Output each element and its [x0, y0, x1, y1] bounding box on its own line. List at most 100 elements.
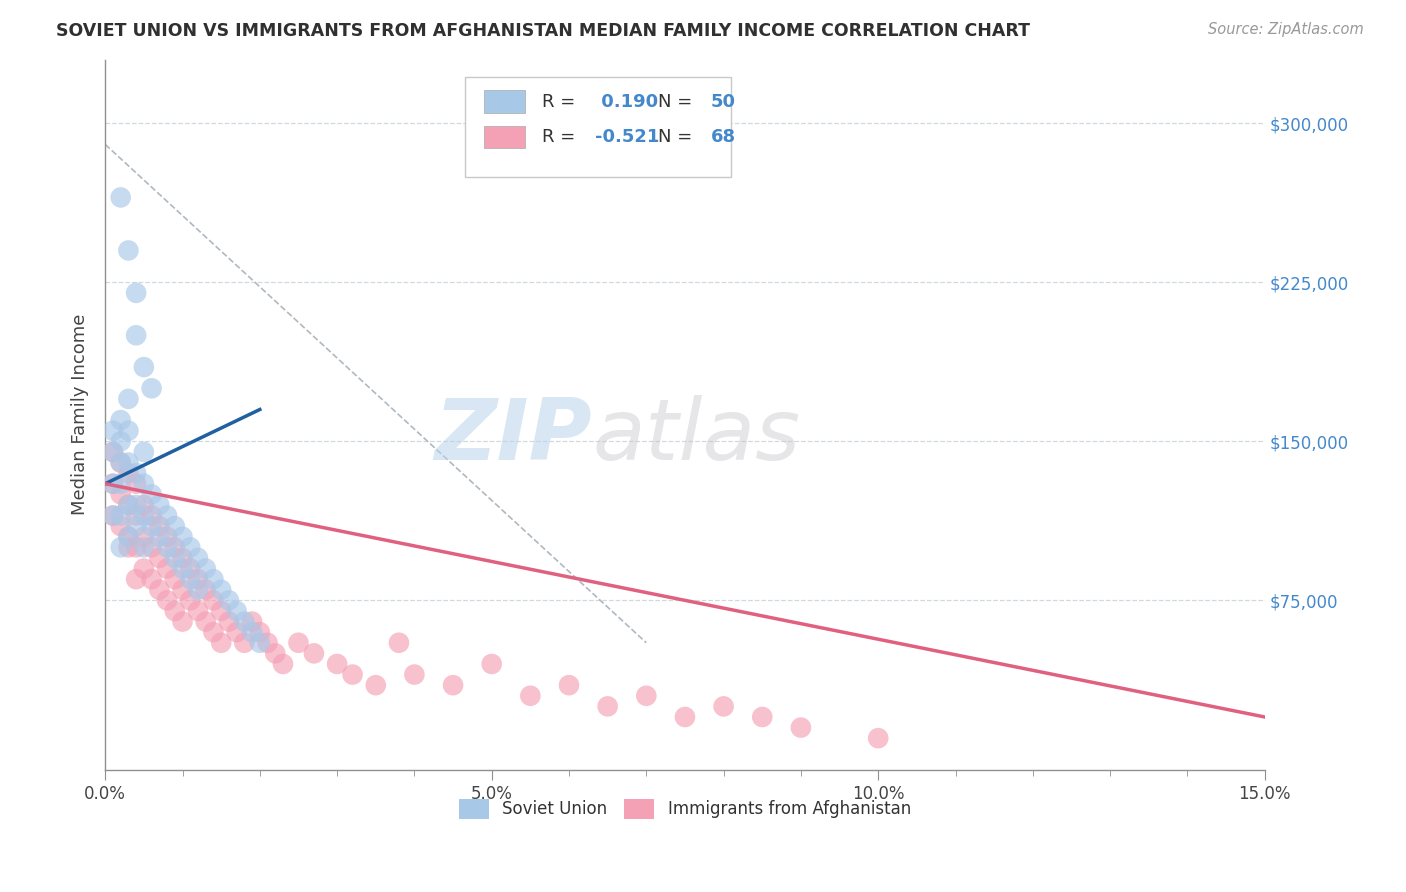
- Point: [141, 519, 163, 533]
- Point: [713, 699, 735, 714]
- Point: [202, 593, 225, 607]
- Point: [172, 530, 194, 544]
- Point: [179, 541, 201, 555]
- Legend: Soviet Union, Immigrants from Afghanistan: Soviet Union, Immigrants from Afghanista…: [453, 792, 918, 826]
- Point: [110, 487, 132, 501]
- Point: [110, 190, 132, 204]
- Point: [636, 689, 658, 703]
- Point: [117, 466, 139, 480]
- Point: [125, 498, 148, 512]
- Text: Source: ZipAtlas.com: Source: ZipAtlas.com: [1208, 22, 1364, 37]
- Point: [194, 561, 217, 575]
- Point: [141, 541, 163, 555]
- Point: [240, 625, 263, 640]
- Point: [163, 572, 186, 586]
- Point: [187, 572, 209, 586]
- Text: N =: N =: [658, 128, 699, 146]
- Point: [364, 678, 387, 692]
- Point: [271, 657, 294, 671]
- Point: [101, 445, 124, 459]
- Point: [110, 541, 132, 555]
- Point: [148, 582, 170, 597]
- Point: [163, 541, 186, 555]
- Text: ZIP: ZIP: [434, 394, 592, 477]
- Point: [110, 434, 132, 449]
- Point: [202, 572, 225, 586]
- Point: [101, 508, 124, 523]
- Point: [256, 636, 278, 650]
- Point: [125, 466, 148, 480]
- Point: [101, 508, 124, 523]
- Point: [596, 699, 619, 714]
- Point: [287, 636, 309, 650]
- Point: [125, 328, 148, 343]
- Point: [156, 561, 179, 575]
- Point: [117, 530, 139, 544]
- Text: atlas: atlas: [592, 394, 800, 477]
- Point: [249, 636, 271, 650]
- Point: [141, 508, 163, 523]
- Point: [110, 456, 132, 470]
- Point: [249, 625, 271, 640]
- Point: [148, 498, 170, 512]
- Point: [125, 519, 148, 533]
- Point: [141, 572, 163, 586]
- Point: [101, 424, 124, 438]
- Point: [388, 636, 411, 650]
- Point: [264, 646, 287, 660]
- Point: [132, 360, 155, 375]
- Point: [187, 582, 209, 597]
- Point: [132, 541, 155, 555]
- Point: [101, 476, 124, 491]
- Point: [172, 561, 194, 575]
- Point: [148, 550, 170, 565]
- Point: [790, 721, 813, 735]
- Point: [673, 710, 696, 724]
- Point: [117, 530, 139, 544]
- Point: [163, 604, 186, 618]
- Text: 68: 68: [710, 128, 735, 146]
- Y-axis label: Median Family Income: Median Family Income: [72, 314, 89, 516]
- Point: [132, 476, 155, 491]
- Point: [148, 519, 170, 533]
- Point: [156, 530, 179, 544]
- Point: [172, 550, 194, 565]
- Point: [209, 636, 232, 650]
- Point: [233, 615, 256, 629]
- Point: [233, 636, 256, 650]
- Point: [110, 519, 132, 533]
- Point: [194, 582, 217, 597]
- Point: [117, 498, 139, 512]
- Point: [179, 572, 201, 586]
- Point: [240, 615, 263, 629]
- Point: [117, 498, 139, 512]
- Point: [209, 582, 232, 597]
- Text: N =: N =: [658, 93, 699, 111]
- Point: [868, 731, 890, 746]
- Point: [110, 476, 132, 491]
- Point: [110, 508, 132, 523]
- Point: [141, 487, 163, 501]
- Text: SOVIET UNION VS IMMIGRANTS FROM AFGHANISTAN MEDIAN FAMILY INCOME CORRELATION CHA: SOVIET UNION VS IMMIGRANTS FROM AFGHANIS…: [56, 22, 1031, 40]
- Point: [187, 604, 209, 618]
- Point: [117, 424, 139, 438]
- Point: [132, 508, 155, 523]
- Point: [110, 456, 132, 470]
- Point: [125, 285, 148, 300]
- Point: [117, 456, 139, 470]
- Point: [110, 413, 132, 427]
- Point: [156, 541, 179, 555]
- Point: [179, 593, 201, 607]
- Point: [156, 508, 179, 523]
- Point: [148, 530, 170, 544]
- FancyBboxPatch shape: [485, 90, 524, 113]
- Point: [132, 561, 155, 575]
- Point: [202, 625, 225, 640]
- Point: [187, 550, 209, 565]
- Point: [225, 604, 247, 618]
- Point: [101, 476, 124, 491]
- FancyBboxPatch shape: [485, 126, 524, 148]
- Point: [302, 646, 325, 660]
- Point: [218, 593, 240, 607]
- Point: [132, 445, 155, 459]
